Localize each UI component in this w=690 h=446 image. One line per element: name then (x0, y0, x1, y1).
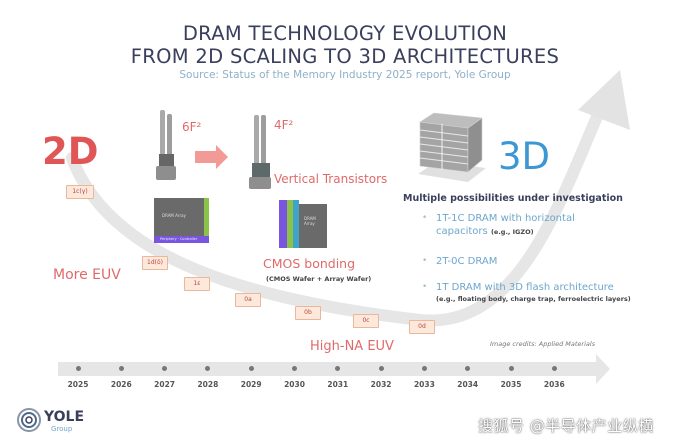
bullet-main-text: 2T-0C DRAM (436, 256, 498, 267)
node-tag: 0d (409, 320, 435, 334)
curve-arrowhead (578, 70, 630, 130)
periphery-layer: Periphery · Controller (154, 236, 209, 243)
timeline-dot (421, 366, 427, 371)
bullet-note: (e.g., IGZO) (490, 228, 534, 236)
bullet-dot: • (422, 282, 428, 292)
bullet-main-text: 1T-1C DRAM with horizontal (436, 213, 575, 224)
side-layer (204, 198, 209, 236)
bullet-main-text-2: capacitors (436, 226, 488, 237)
node-tag: 0a (235, 293, 261, 307)
watermark: 搜狐号 @半导体产业纵横 (478, 417, 654, 435)
bullet-main-text: 1T DRAM with 3D flash architecture (436, 282, 614, 293)
timeline-dot (205, 366, 211, 371)
node-tag: 1d(δ) (142, 256, 168, 270)
timeline-year: 2036 (543, 380, 565, 389)
node-tag: 1ε (184, 277, 210, 291)
transition-arrow (195, 145, 228, 169)
cell-4f2-label: 4F² (274, 118, 294, 132)
node-tag: 0c (353, 314, 379, 328)
timeline-arrowhead (596, 354, 610, 384)
timeline-dot (118, 366, 124, 371)
yole-logo-text: YOLE (44, 409, 85, 425)
timeline-dot (248, 366, 254, 371)
timeline-year: 2030 (284, 380, 305, 389)
timeline-bar (58, 362, 598, 376)
bullet-line-2: capacitors (e.g., IGZO) (436, 226, 534, 237)
bond-layer (287, 200, 293, 248)
image-credits: Image credits: Applied Materials (490, 340, 596, 348)
bullet-dot: • (422, 213, 428, 223)
timeline-dot (335, 366, 341, 371)
periphery-label: Periphery · Controller (160, 237, 198, 241)
label-2d: 2D (42, 130, 99, 173)
dram-array-block: DRAM Array (154, 198, 204, 236)
timeline-dot (508, 366, 514, 371)
timeline-year: 2029 (240, 380, 262, 389)
bullet-dot: • (422, 256, 428, 266)
dram-array-label: DRAM Array (162, 213, 186, 218)
transistor-6f2-icon (156, 110, 176, 180)
node-tag: 1c(γ) (66, 185, 94, 199)
timeline-year: 2032 (370, 380, 392, 389)
cmos-bonding-label: CMOS bonding (263, 256, 356, 271)
cmos-bonding-note: (CMOS Wafer + Array Wafer) (266, 275, 372, 283)
timeline-dot (75, 366, 81, 371)
timeline-year: 2027 (154, 380, 176, 389)
cmos-layer (279, 200, 287, 248)
timeline-year: 2031 (327, 380, 349, 389)
timeline-year: 2034 (457, 380, 479, 389)
timeline-dot (162, 366, 168, 371)
subtitle: Source: Status of the Memory Industry 20… (179, 69, 511, 81)
vertical-transistors-label: Vertical Transistors (274, 172, 388, 186)
dram-chip-cmos-bonded: DRAM Array (279, 200, 334, 250)
timeline-year: 2035 (500, 380, 522, 389)
timeline-year: 2025 (67, 380, 89, 389)
array-label: DRAM Array (304, 216, 316, 226)
timeline-year: 2028 (197, 380, 219, 389)
curve-path (66, 104, 606, 327)
dram-chip-2d: DRAM Array Periphery · Controller (154, 198, 209, 243)
timeline-year: 2026 (110, 380, 132, 389)
bullet-note: (e.g., floating body, charge trap, ferro… (436, 295, 631, 303)
timeline-dot (551, 366, 557, 371)
yole-logo-sub: Group (51, 425, 73, 433)
timeline-dot (378, 366, 384, 371)
array-layer: DRAM Array (299, 204, 327, 248)
transistor-4f2-icon (249, 115, 271, 189)
more-euv-label: More EUV (53, 267, 121, 283)
cell-6f2-label: 6F² (182, 120, 202, 134)
timeline-dot (292, 366, 297, 371)
high-na-euv-label: High-NA EUV (310, 339, 394, 354)
title-line-1: DRAM TECHNOLOGY EVOLUTION (182, 22, 508, 45)
node-tag: 0b (295, 306, 321, 320)
interface-layer (293, 200, 299, 248)
yole-logo-icon (17, 408, 41, 432)
possibilities-heading: Multiple possibilities under investigati… (403, 193, 623, 204)
timeline-year: 2033 (413, 380, 435, 389)
title-line-2: FROM 2D SCALING TO 3D ARCHITECTURES (130, 45, 560, 68)
label-3d: 3D (498, 135, 551, 178)
timeline-dot (465, 366, 471, 371)
3d-dram-stack-icon (418, 112, 486, 182)
